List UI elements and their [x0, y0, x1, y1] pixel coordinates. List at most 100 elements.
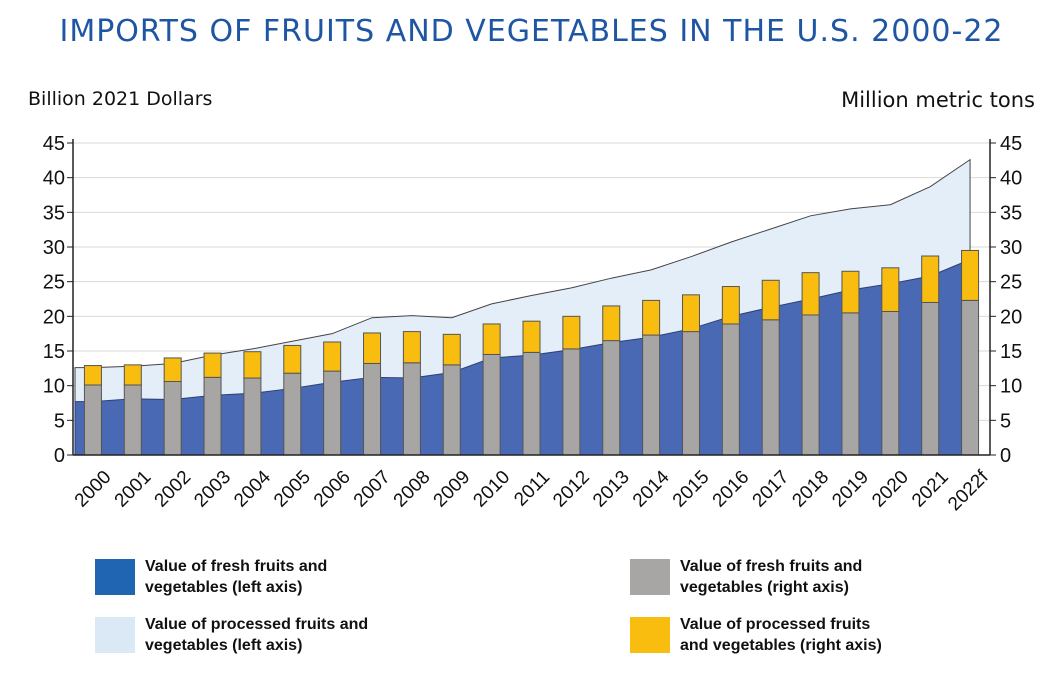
legend-label-line: Value of processed fruits and: [145, 616, 369, 633]
bar-fresh-right: [163, 381, 182, 456]
bar-processed-right: [801, 272, 820, 316]
bar-fresh-right: [681, 331, 700, 456]
right-tick-label: 40: [1000, 168, 1022, 190]
bar-fresh-right: [522, 351, 541, 456]
bar-processed-right: [562, 315, 581, 350]
bar-fresh-right: [482, 353, 501, 456]
bar-processed-right: [522, 320, 541, 353]
legend-label-fresh-right: Value of fresh fruits and vegetables (ri…: [680, 556, 960, 598]
x-tick-label: 2018: [788, 467, 833, 512]
right-tick-label: 45: [1000, 133, 1022, 155]
bar-fresh-right: [283, 372, 302, 456]
bar-fresh-right: [881, 310, 900, 456]
bar-processed-right: [283, 344, 302, 374]
left-tick-label: 10: [43, 376, 65, 398]
right-tick-label: 20: [1000, 306, 1022, 328]
right-tick-label: 5: [1000, 410, 1011, 432]
x-tick-label: 2000: [71, 467, 116, 512]
x-tick-label: 2009: [430, 467, 475, 512]
legend-label-line: vegetables (right axis): [680, 579, 849, 596]
bar-fresh-right: [801, 314, 820, 456]
legend-label-line: vegetables (left axis): [145, 637, 303, 654]
x-tick-label: 2011: [510, 467, 554, 511]
bar-fresh-right: [402, 362, 421, 456]
x-tick-label: 2017: [749, 467, 794, 512]
x-tick-label: 2016: [709, 467, 754, 512]
bar-fresh-right: [721, 323, 740, 456]
bar-fresh-right: [921, 301, 940, 456]
legend-item-fresh-left: Value of fresh fruits and vegetables (le…: [95, 556, 425, 598]
chart-title: IMPORTS OF FRUITS AND VEGETABLES IN THE …: [59, 14, 1004, 49]
bar-processed-right: [83, 365, 102, 386]
bar-processed-right: [961, 249, 980, 301]
bar-processed-right: [602, 305, 621, 342]
left-tick-label: 35: [43, 202, 65, 224]
x-tick-label: 2001: [111, 467, 156, 512]
bar-fresh-right: [363, 362, 382, 456]
legend-label-processed-left: Value of processed fruits and vegetables…: [145, 614, 425, 656]
bar-fresh-right: [761, 319, 780, 456]
bar-fresh-right: [602, 340, 621, 456]
left-tick-label: 5: [54, 410, 65, 432]
right-tick-label: 0: [1000, 445, 1011, 467]
left-tick-label: 0: [54, 445, 65, 467]
legend-label-line: Value of processed fruits: [680, 616, 871, 633]
left-tick-label: 15: [43, 341, 65, 363]
bar-processed-right: [363, 332, 382, 364]
x-tick-label: 2022f: [944, 466, 993, 515]
bar-fresh-right: [203, 376, 222, 456]
legend-item-processed-right: Value of processed fruits and vegetables…: [630, 614, 960, 656]
right-tick-label: 15: [1000, 341, 1022, 363]
legend-label-line: and vegetables (right axis): [680, 637, 882, 654]
legend-label-line: Value of fresh fruits and: [145, 558, 328, 575]
x-tick-label: 2004: [230, 466, 275, 511]
bar-processed-right: [841, 270, 860, 314]
left-tick-label: 20: [43, 306, 65, 328]
bar-processed-right: [402, 331, 421, 364]
bar-fresh-right: [961, 299, 980, 456]
legend-item-fresh-right: Value of fresh fruits and vegetables (ri…: [630, 556, 960, 598]
legend-item-processed-left: Value of processed fruits and vegetables…: [95, 614, 425, 656]
x-tick-label: 2015: [669, 467, 714, 512]
left-tick-label: 25: [43, 272, 65, 294]
right-tick-label: 10: [1000, 376, 1022, 398]
x-tick-label: 2005: [270, 467, 315, 512]
bar-processed-right: [482, 323, 501, 355]
x-tick-label: 2007: [350, 467, 395, 512]
x-tick-label: 2013: [589, 467, 634, 512]
x-tick-label: 2002: [151, 467, 196, 512]
bar-fresh-right: [83, 384, 102, 456]
legend-label-fresh-left: Value of fresh fruits and vegetables (le…: [145, 556, 425, 598]
bar-processed-right: [323, 341, 342, 372]
x-tick-label: 2021: [908, 467, 953, 512]
bar-processed-right: [681, 294, 700, 333]
bar-processed-right: [921, 255, 940, 303]
right-tick-label: 35: [1000, 202, 1022, 224]
legend-swatch-processed-left: [95, 617, 135, 653]
bar-processed-right: [123, 364, 142, 386]
bar-fresh-right: [642, 334, 661, 456]
bar-fresh-right: [442, 364, 461, 456]
bar-processed-right: [203, 352, 222, 378]
bar-fresh-right: [323, 370, 342, 456]
bar-processed-right: [642, 299, 661, 336]
bar-processed-right: [881, 267, 900, 312]
bar-fresh-right: [841, 312, 860, 456]
bar-processed-right: [163, 357, 182, 383]
bar-processed-right: [721, 286, 740, 325]
bar-fresh-right: [123, 384, 142, 456]
x-tick-label: 2019: [828, 467, 873, 512]
left-tick-label: 30: [43, 237, 65, 259]
x-tick-label: 2012: [549, 467, 594, 512]
bar-processed-right: [442, 333, 461, 366]
legend-swatch-processed-right: [630, 617, 670, 653]
right-tick-label: 25: [1000, 272, 1022, 294]
x-tick-label: 2020: [868, 467, 913, 512]
legend-swatch-fresh-right: [630, 559, 670, 595]
x-tick-label: 2006: [310, 467, 355, 512]
x-tick-label: 2008: [390, 467, 435, 512]
right-tick-label: 30: [1000, 237, 1022, 259]
bar-fresh-right: [243, 377, 262, 456]
legend-label-line: Value of fresh fruits and: [680, 558, 863, 575]
